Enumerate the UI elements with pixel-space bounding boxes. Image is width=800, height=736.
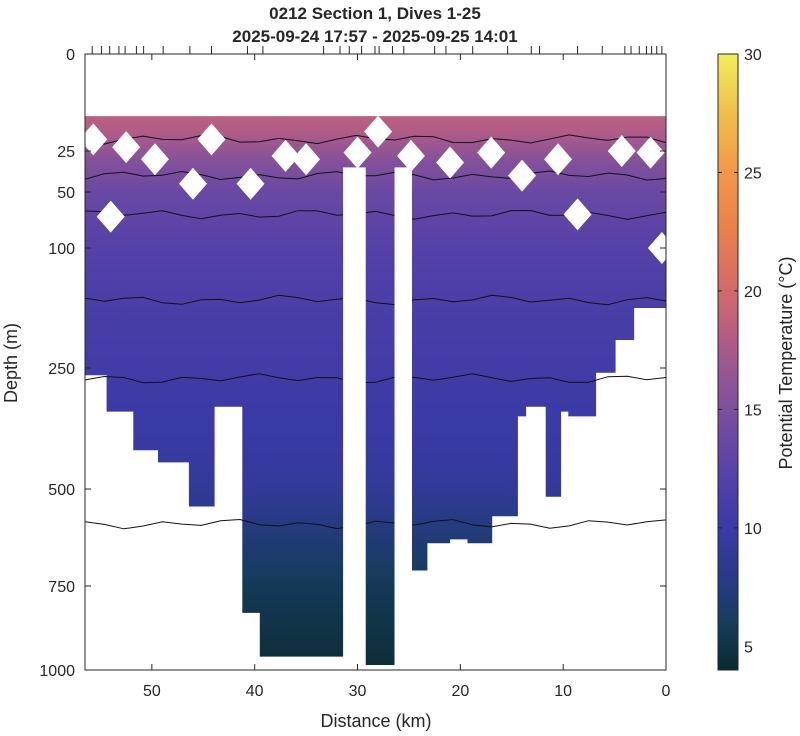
colorbar: 5 10 15 20 25 30 [717, 47, 762, 671]
y-tick-label: 500 [48, 482, 75, 499]
data-gap [394, 167, 413, 670]
y-tick-label: 1000 [39, 663, 75, 680]
y-tick-label: 250 [48, 361, 75, 378]
y-tick-label: 25 [57, 144, 75, 161]
no-data-patch [197, 123, 226, 156]
no-data-patch [396, 139, 425, 172]
no-data-patch [607, 135, 636, 167]
no-data-patch [544, 143, 573, 176]
no-data-patch [236, 167, 265, 200]
contour-line [85, 170, 666, 181]
no-data-patch [477, 136, 506, 169]
x-axis-label: Distance (km) [320, 711, 431, 731]
plot-frame [84, 53, 667, 671]
no-data-patch [508, 159, 537, 192]
chart-subtitle: 2025-09-24 17:57 - 2025-09-25 14:01 [232, 27, 517, 46]
x-tick-label: 10 [554, 683, 572, 700]
no-data-patch [178, 167, 207, 200]
x-tick-label: 30 [349, 683, 367, 700]
no-data-patch [436, 146, 465, 179]
y-tick-label: 0 [66, 47, 75, 64]
colorbar-tick-label: 15 [744, 402, 762, 419]
y-tick-label: 100 [48, 241, 75, 258]
no-data-patch [636, 136, 665, 169]
no-data-patch [343, 136, 372, 169]
colorbar-tick-label: 20 [744, 284, 762, 301]
x-tick-label: 20 [451, 683, 469, 700]
no-data-patch [364, 115, 393, 148]
contour-line [85, 373, 666, 384]
data-gap [343, 167, 366, 670]
no-data-patch [112, 131, 141, 164]
colorbar-gradient [717, 53, 739, 671]
temperature-section-fill [85, 116, 666, 666]
no-data-patch [563, 198, 592, 231]
no-data-patch [96, 200, 125, 233]
contour-line [85, 518, 666, 530]
y-tick-label: 50 [57, 185, 75, 202]
no-data-patch [85, 123, 108, 156]
x-tick-label: 0 [662, 683, 671, 700]
y-tick-label: 750 [48, 579, 75, 596]
plot-area [85, 115, 666, 670]
x-tick-label: 50 [143, 683, 161, 700]
colorbar-tick-label: 25 [744, 165, 762, 182]
y-axis-label: Depth (m) [1, 323, 21, 403]
contour-line [85, 294, 666, 306]
no-data-patch [647, 232, 666, 264]
colorbar-tick-label: 10 [744, 521, 762, 538]
colorbar-label: Potential Temperature (°C) [776, 257, 796, 470]
colorbar-tick-label: 30 [744, 47, 762, 64]
no-data-patch [292, 143, 321, 176]
chart-title: 0212 Section 1, Dives 1-25 [269, 4, 481, 23]
colorbar-tick-label: 5 [744, 639, 753, 656]
x-tick-label: 40 [246, 683, 264, 700]
no-data-patch [271, 139, 300, 172]
no-data-patch [140, 143, 169, 176]
